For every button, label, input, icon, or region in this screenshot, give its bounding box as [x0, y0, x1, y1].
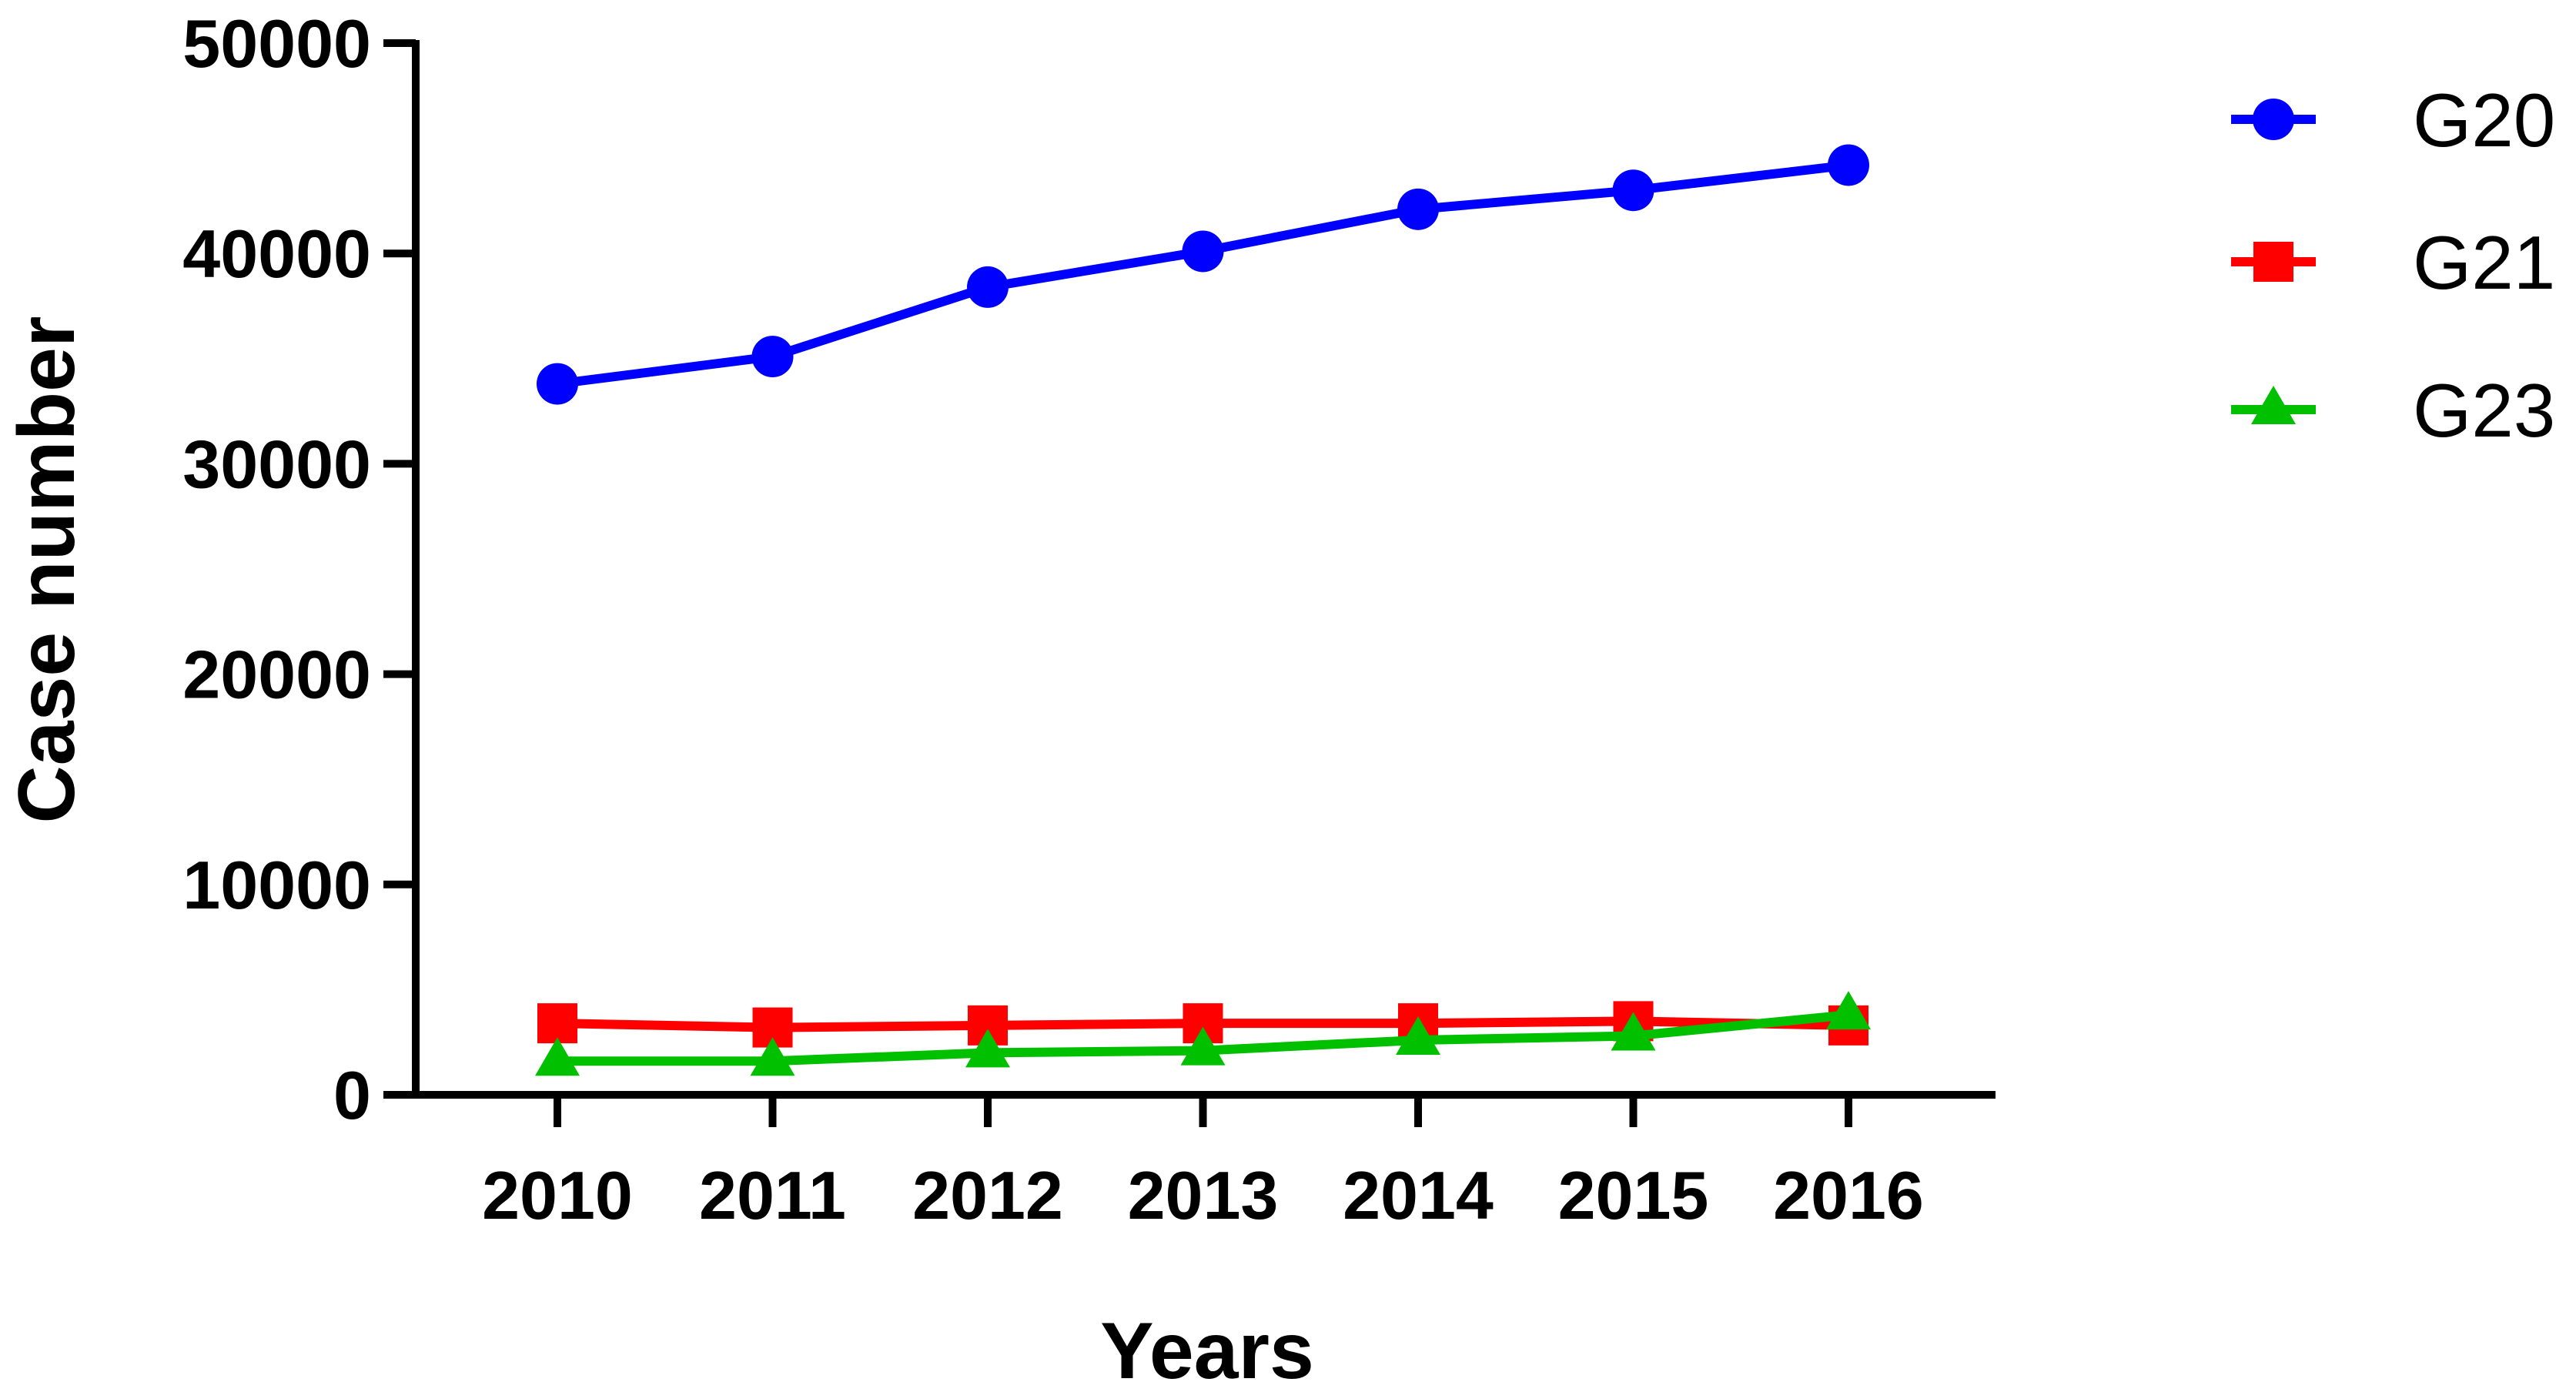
data-point [751, 336, 794, 378]
data-point [535, 1037, 580, 1076]
data-point [1611, 1012, 1656, 1051]
legend-entry-g20: G20 [2231, 78, 2555, 162]
y-tick-label: 30000 [182, 426, 371, 502]
data-point [1612, 169, 1654, 212]
data-point [1396, 1016, 1440, 1055]
data-point [537, 363, 578, 405]
legend-marker [2253, 242, 2293, 282]
x-tick-label: 2016 [1773, 1157, 1924, 1233]
data-point [1826, 991, 1871, 1030]
x-tick-label: 2010 [482, 1157, 633, 1233]
series-g20 [537, 144, 1869, 405]
data-point [965, 1029, 1010, 1068]
data-point [1180, 1026, 1226, 1066]
x-tick-label: 2012 [912, 1157, 1063, 1233]
axes: 0 10000 20000 30000 40000 50000 2010 2011 2012 20… [182, 5, 1996, 1233]
legend-marker [2253, 99, 2294, 140]
data-point [537, 1003, 577, 1044]
legend-label: G20 [2413, 78, 2555, 162]
data-point [750, 1037, 795, 1076]
x-tick-label: 2013 [1128, 1157, 1279, 1233]
y-tick-label: 20000 [182, 637, 371, 713]
y-tick-label: 50000 [182, 5, 371, 82]
data-point [1182, 230, 1224, 273]
x-tick-label: 2014 [1343, 1157, 1494, 1233]
data-point [1828, 144, 1869, 186]
legend-entry-g23: G23 [2231, 368, 2555, 453]
series-g23 [535, 991, 1871, 1076]
y-axis-title: Case number [2, 316, 92, 824]
legend-entry-g21: G21 [2231, 220, 2555, 305]
data-point [967, 266, 1009, 308]
x-tick-label: 2015 [1558, 1157, 1709, 1233]
y-tick-label: 0 [333, 1057, 371, 1133]
y-tick-label: 10000 [182, 847, 371, 923]
series-line [557, 160, 1849, 389]
x-axis-title: Years [1100, 1307, 1314, 1392]
y-tick-label: 40000 [182, 216, 371, 292]
legend-label: G23 [2413, 368, 2555, 453]
x-tick-label: 2011 [699, 1157, 846, 1233]
data-point [1397, 188, 1439, 230]
legend: G20 G21 G23 [2231, 78, 2555, 453]
series-layer [535, 144, 1871, 1076]
legend-marker [2251, 386, 2296, 424]
legend-label: G21 [2413, 220, 2555, 305]
